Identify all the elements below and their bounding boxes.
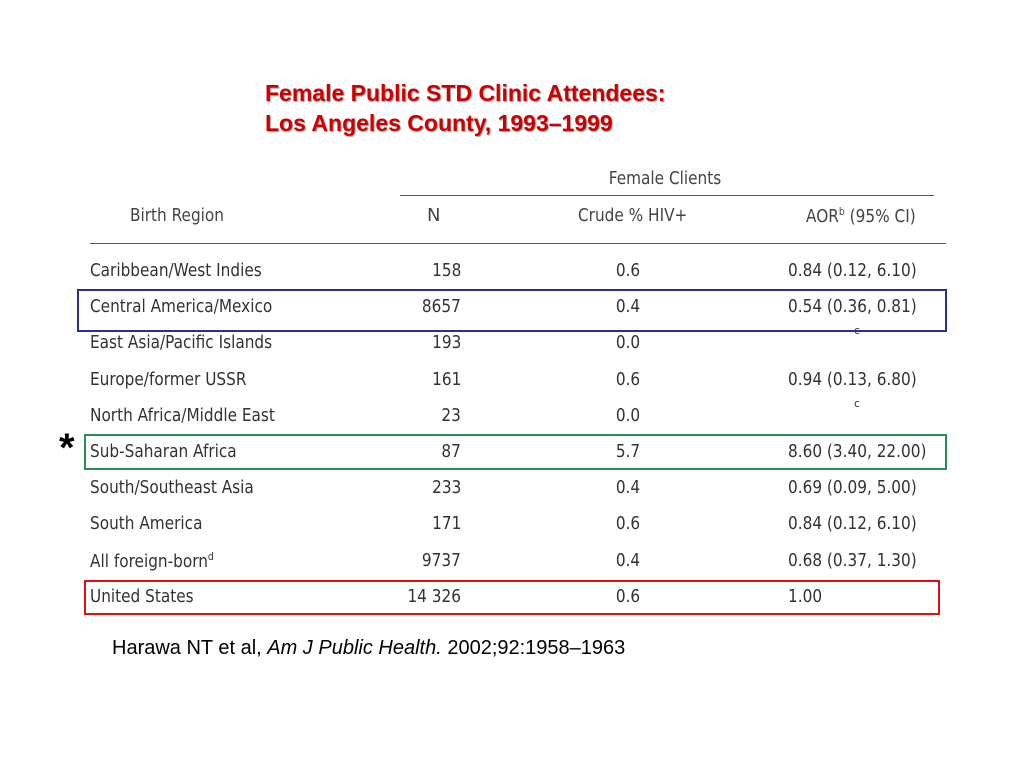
row-n: 233 (431, 477, 461, 498)
row-aor: 0.69 (0.09, 5.00) (788, 477, 917, 498)
title-line-2: Los Angeles County, 1993–1999 (265, 110, 613, 136)
row-birth-region-label: Caribbean/West Indies (90, 260, 262, 281)
citation-authors: Harawa NT et al, (112, 637, 268, 659)
row-birth-region-footnote: d (207, 550, 214, 563)
row-birth-region-label: United States (90, 586, 194, 607)
row-crude-hiv: 5.7 (615, 441, 641, 462)
header-birth-region: Birth Region (130, 205, 224, 226)
citation: Harawa NT et al, Am J Public Health. 200… (112, 637, 625, 660)
row-crude-hiv: 0.4 (615, 477, 641, 498)
row-n: 8657 (422, 296, 461, 317)
row-aor-footnote: c (854, 397, 861, 410)
row-n: 161 (431, 369, 461, 390)
highlight-box-central-america (77, 289, 947, 332)
header-crude: Crude % HIV+ (578, 205, 688, 226)
row-n: 9737 (422, 550, 461, 571)
highlight-box-united-states (84, 580, 940, 615)
title-line-1: Female Public STD Clinic Attendees: (265, 80, 666, 106)
header-aor-sup: b (838, 205, 845, 218)
row-birth-region-label: Europe/former USSR (90, 369, 247, 390)
row-birth-region: North Africa/Middle East (90, 405, 275, 426)
row-birth-region: South/Southeast Asia (90, 477, 254, 498)
group-header: Female Clients (608, 168, 722, 189)
row-birth-region-label: Sub-Saharan Africa (90, 441, 237, 462)
citation-details: 2002;92:1958–1963 (441, 637, 626, 659)
row-birth-region: All foreign-bornd (90, 550, 214, 572)
asterisk-marker: * (59, 426, 75, 470)
row-crude-hiv: 0.4 (615, 550, 641, 571)
row-birth-region: Europe/former USSR (90, 369, 246, 390)
row-aor: 0.84 (0.12, 6.10) (788, 513, 917, 534)
highlight-box-sub-saharan (84, 434, 947, 470)
citation-journal: Am J Public Health. (267, 637, 442, 659)
header-aor: AORb (95% CI) (806, 205, 916, 227)
row-birth-region-label: East Asia/Pacific Islands (90, 332, 273, 353)
row-birth-region-label: Central America/Mexico (90, 296, 273, 317)
group-rule (400, 195, 934, 196)
row-n: 158 (431, 260, 461, 281)
row-birth-region: South America (90, 513, 202, 534)
row-aor: 0.68 (0.37, 1.30) (788, 550, 917, 571)
header-rule (90, 243, 946, 244)
row-aor: 0.94 (0.13, 6.80) (788, 369, 917, 390)
row-crude-hiv: 0.4 (615, 296, 641, 317)
row-crude-hiv: 0.6 (615, 586, 641, 607)
row-aor: 8.60 (3.40, 22.00) (788, 441, 927, 462)
row-crude-hiv: 0.0 (615, 332, 641, 353)
row-birth-region-label: South America (90, 513, 203, 534)
row-birth-region: Caribbean/West Indies (90, 260, 262, 281)
row-crude-hiv: 0.6 (615, 260, 641, 281)
row-birth-region-label: South/Southeast Asia (90, 477, 254, 498)
row-n: 14 326 (407, 586, 461, 607)
row-birth-region-label: All foreign-born (90, 551, 208, 572)
row-birth-region: Sub-Saharan Africa (90, 441, 237, 462)
slide-title: Female Public STD Clinic Attendees: Los … (265, 78, 665, 138)
row-crude-hiv: 0.6 (615, 513, 641, 534)
row-aor: 1.00 (788, 586, 823, 607)
row-aor: 0.54 (0.36, 0.81) (788, 296, 917, 317)
header-n: N (427, 205, 441, 226)
row-n: 171 (431, 513, 461, 534)
row-crude-hiv: 0.6 (615, 369, 641, 390)
row-birth-region-label: North Africa/Middle East (90, 405, 275, 426)
row-crude-hiv: 0.0 (615, 405, 641, 426)
row-n: 23 (441, 405, 461, 426)
row-n: 87 (441, 441, 461, 462)
row-n: 193 (431, 332, 461, 353)
row-birth-region: East Asia/Pacific Islands (90, 332, 272, 353)
header-aor-label: AOR (806, 206, 839, 227)
row-birth-region: United States (90, 586, 194, 607)
row-birth-region: Central America/Mexico (90, 296, 272, 317)
row-aor: 0.84 (0.12, 6.10) (788, 260, 917, 281)
header-aor-ci: (95% CI) (844, 206, 916, 227)
